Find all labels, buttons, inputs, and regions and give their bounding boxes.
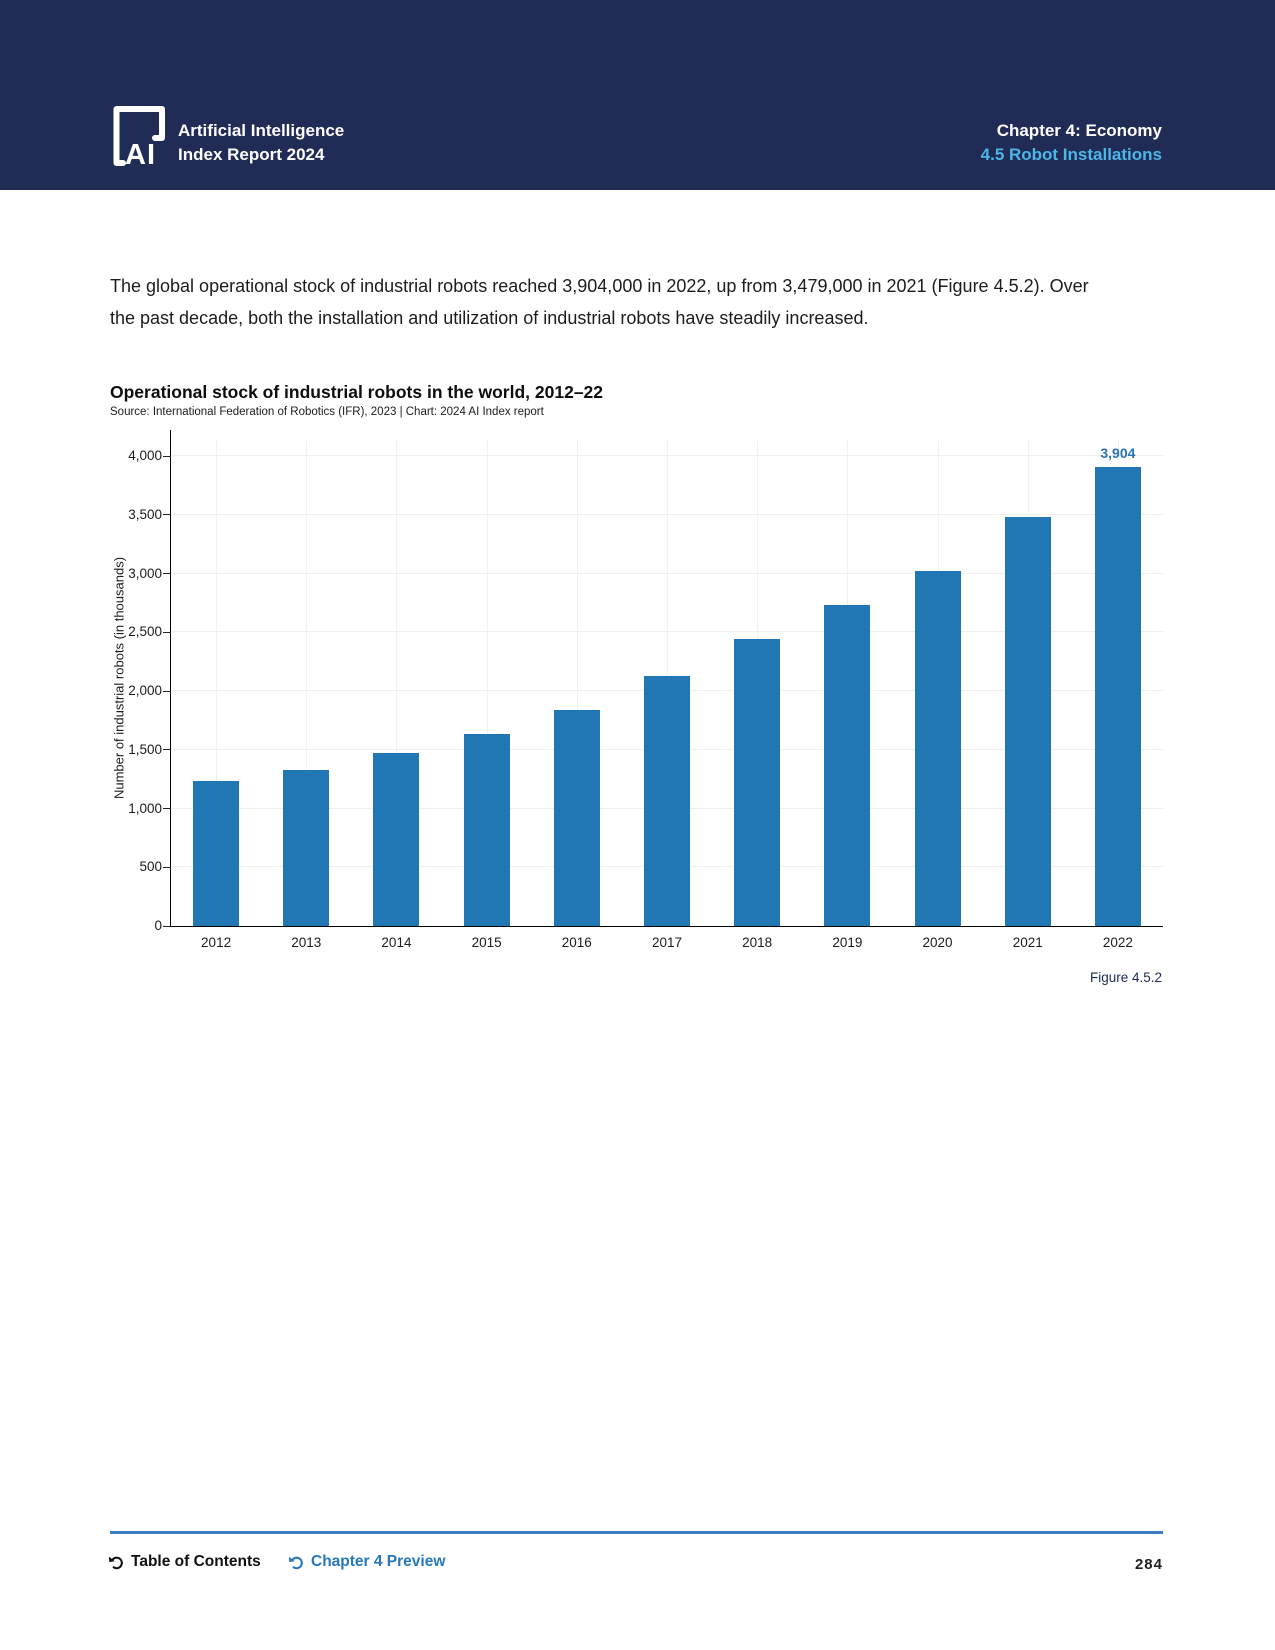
page-number: 284 (1134, 1556, 1163, 1573)
chart-title: Operational stock of industrial robots i… (110, 382, 604, 402)
x-axis-tick-label: 2017 (651, 935, 683, 950)
chapter-preview-label: Chapter 4 Preview (311, 1553, 446, 1570)
x-axis-tick-label: 2015 (471, 935, 502, 950)
footer-divider (110, 1531, 1163, 1534)
logo-text: AI (125, 139, 156, 166)
bar-2020 (914, 570, 961, 926)
bar-2016 (553, 709, 600, 926)
x-axis-tick-label: 2020 (922, 935, 953, 950)
body-paragraph: The global operational stock of industri… (110, 276, 1089, 328)
y-axis-tick (163, 749, 171, 751)
x-axis-tick-label: 2014 (381, 935, 412, 950)
bar-2022 (1094, 467, 1141, 926)
bar-2015 (463, 734, 510, 926)
section-title: 4.5 Robot Installations (980, 145, 1162, 164)
x-axis-tick-label: 2013 (291, 935, 322, 950)
bar-2014 (373, 753, 420, 926)
y-axis-tick-label: 0 (154, 918, 162, 933)
bar-2013 (283, 769, 330, 926)
bar-chart-plot-area: 2012 2013 2014 2015 2016 2017 2018 2019 2020 2021… (163, 430, 1163, 950)
bar-2012 (193, 780, 240, 926)
chart-source-line: Source: International Federation of Robo… (110, 406, 544, 418)
vertical-gridline (486, 440, 488, 926)
figure-number-label: Figure 4.5.2 (1089, 970, 1162, 985)
y-axis-labels: 0 500 1,000 1,500 2,000 2,500 3,000 3,500 4,000 (92, 430, 162, 933)
y-axis-tick-label: 3,500 (128, 506, 162, 522)
x-axis-tick-label: 2016 (561, 935, 592, 950)
vertical-gridline (396, 440, 398, 926)
brand-title: Artificial Intelligence Index Report 202… (178, 119, 344, 167)
y-axis-tick (163, 690, 171, 692)
chapter-preview-link[interactable]: Chapter 4 Preview (288, 1553, 445, 1571)
x-axis-tick-label: 2019 (832, 935, 863, 950)
x-axis-tick-label: 2022 (1102, 935, 1133, 950)
vertical-gridline (216, 440, 218, 926)
header-band: AI Artificial Intelligence Index Report … (0, 0, 1275, 190)
vertical-gridline (576, 440, 578, 926)
return-arrow-icon (108, 1556, 123, 1570)
chapter-title: Chapter 4: Economy (996, 121, 1162, 140)
y-axis-tick-label: 3,000 (128, 565, 162, 581)
brand-line-1: Artificial Intelligence (178, 121, 345, 140)
y-axis-tick-label: 2,500 (128, 624, 162, 640)
y-axis-tick-label: 4,000 (128, 448, 162, 463)
return-arrow-icon (288, 1556, 303, 1570)
y-axis-tick-label: 1,500 (128, 741, 162, 757)
y-axis-tick (163, 514, 171, 516)
brand-line-2: Index Report 2024 (178, 145, 325, 164)
bar-2017 (644, 676, 690, 926)
bar-2019 (824, 605, 871, 926)
y-axis-tick-label: 1,000 (128, 800, 162, 816)
ai-index-logo-icon: AI (113, 106, 165, 166)
bar-2018 (734, 639, 781, 926)
y-axis-tick (163, 631, 171, 633)
table-of-contents-link[interactable]: Table of Contents (108, 1553, 261, 1571)
bar-2021 (1004, 517, 1051, 926)
y-axis-tick (163, 925, 171, 927)
y-axis-tick-label: 2,000 (128, 683, 162, 698)
x-axis-tick-label: 2021 (1012, 935, 1043, 950)
y-axis-tick (163, 573, 171, 574)
y-axis-tick (163, 455, 171, 457)
y-axis-tick (163, 866, 171, 868)
header-breadcrumb: Chapter 4: Economy 4.5 Robot Installatio… (981, 119, 1162, 167)
x-axis-tick-label: 2018 (742, 935, 773, 950)
y-axis-tick (163, 808, 171, 809)
y-axis-tick-label: 500 (139, 859, 162, 875)
bar-value-label: 3,904 (1100, 445, 1136, 462)
vertical-gridline (306, 440, 308, 926)
x-axis-tick-label: 2012 (201, 935, 232, 950)
table-of-contents-label: Table of Contents (131, 1553, 261, 1570)
